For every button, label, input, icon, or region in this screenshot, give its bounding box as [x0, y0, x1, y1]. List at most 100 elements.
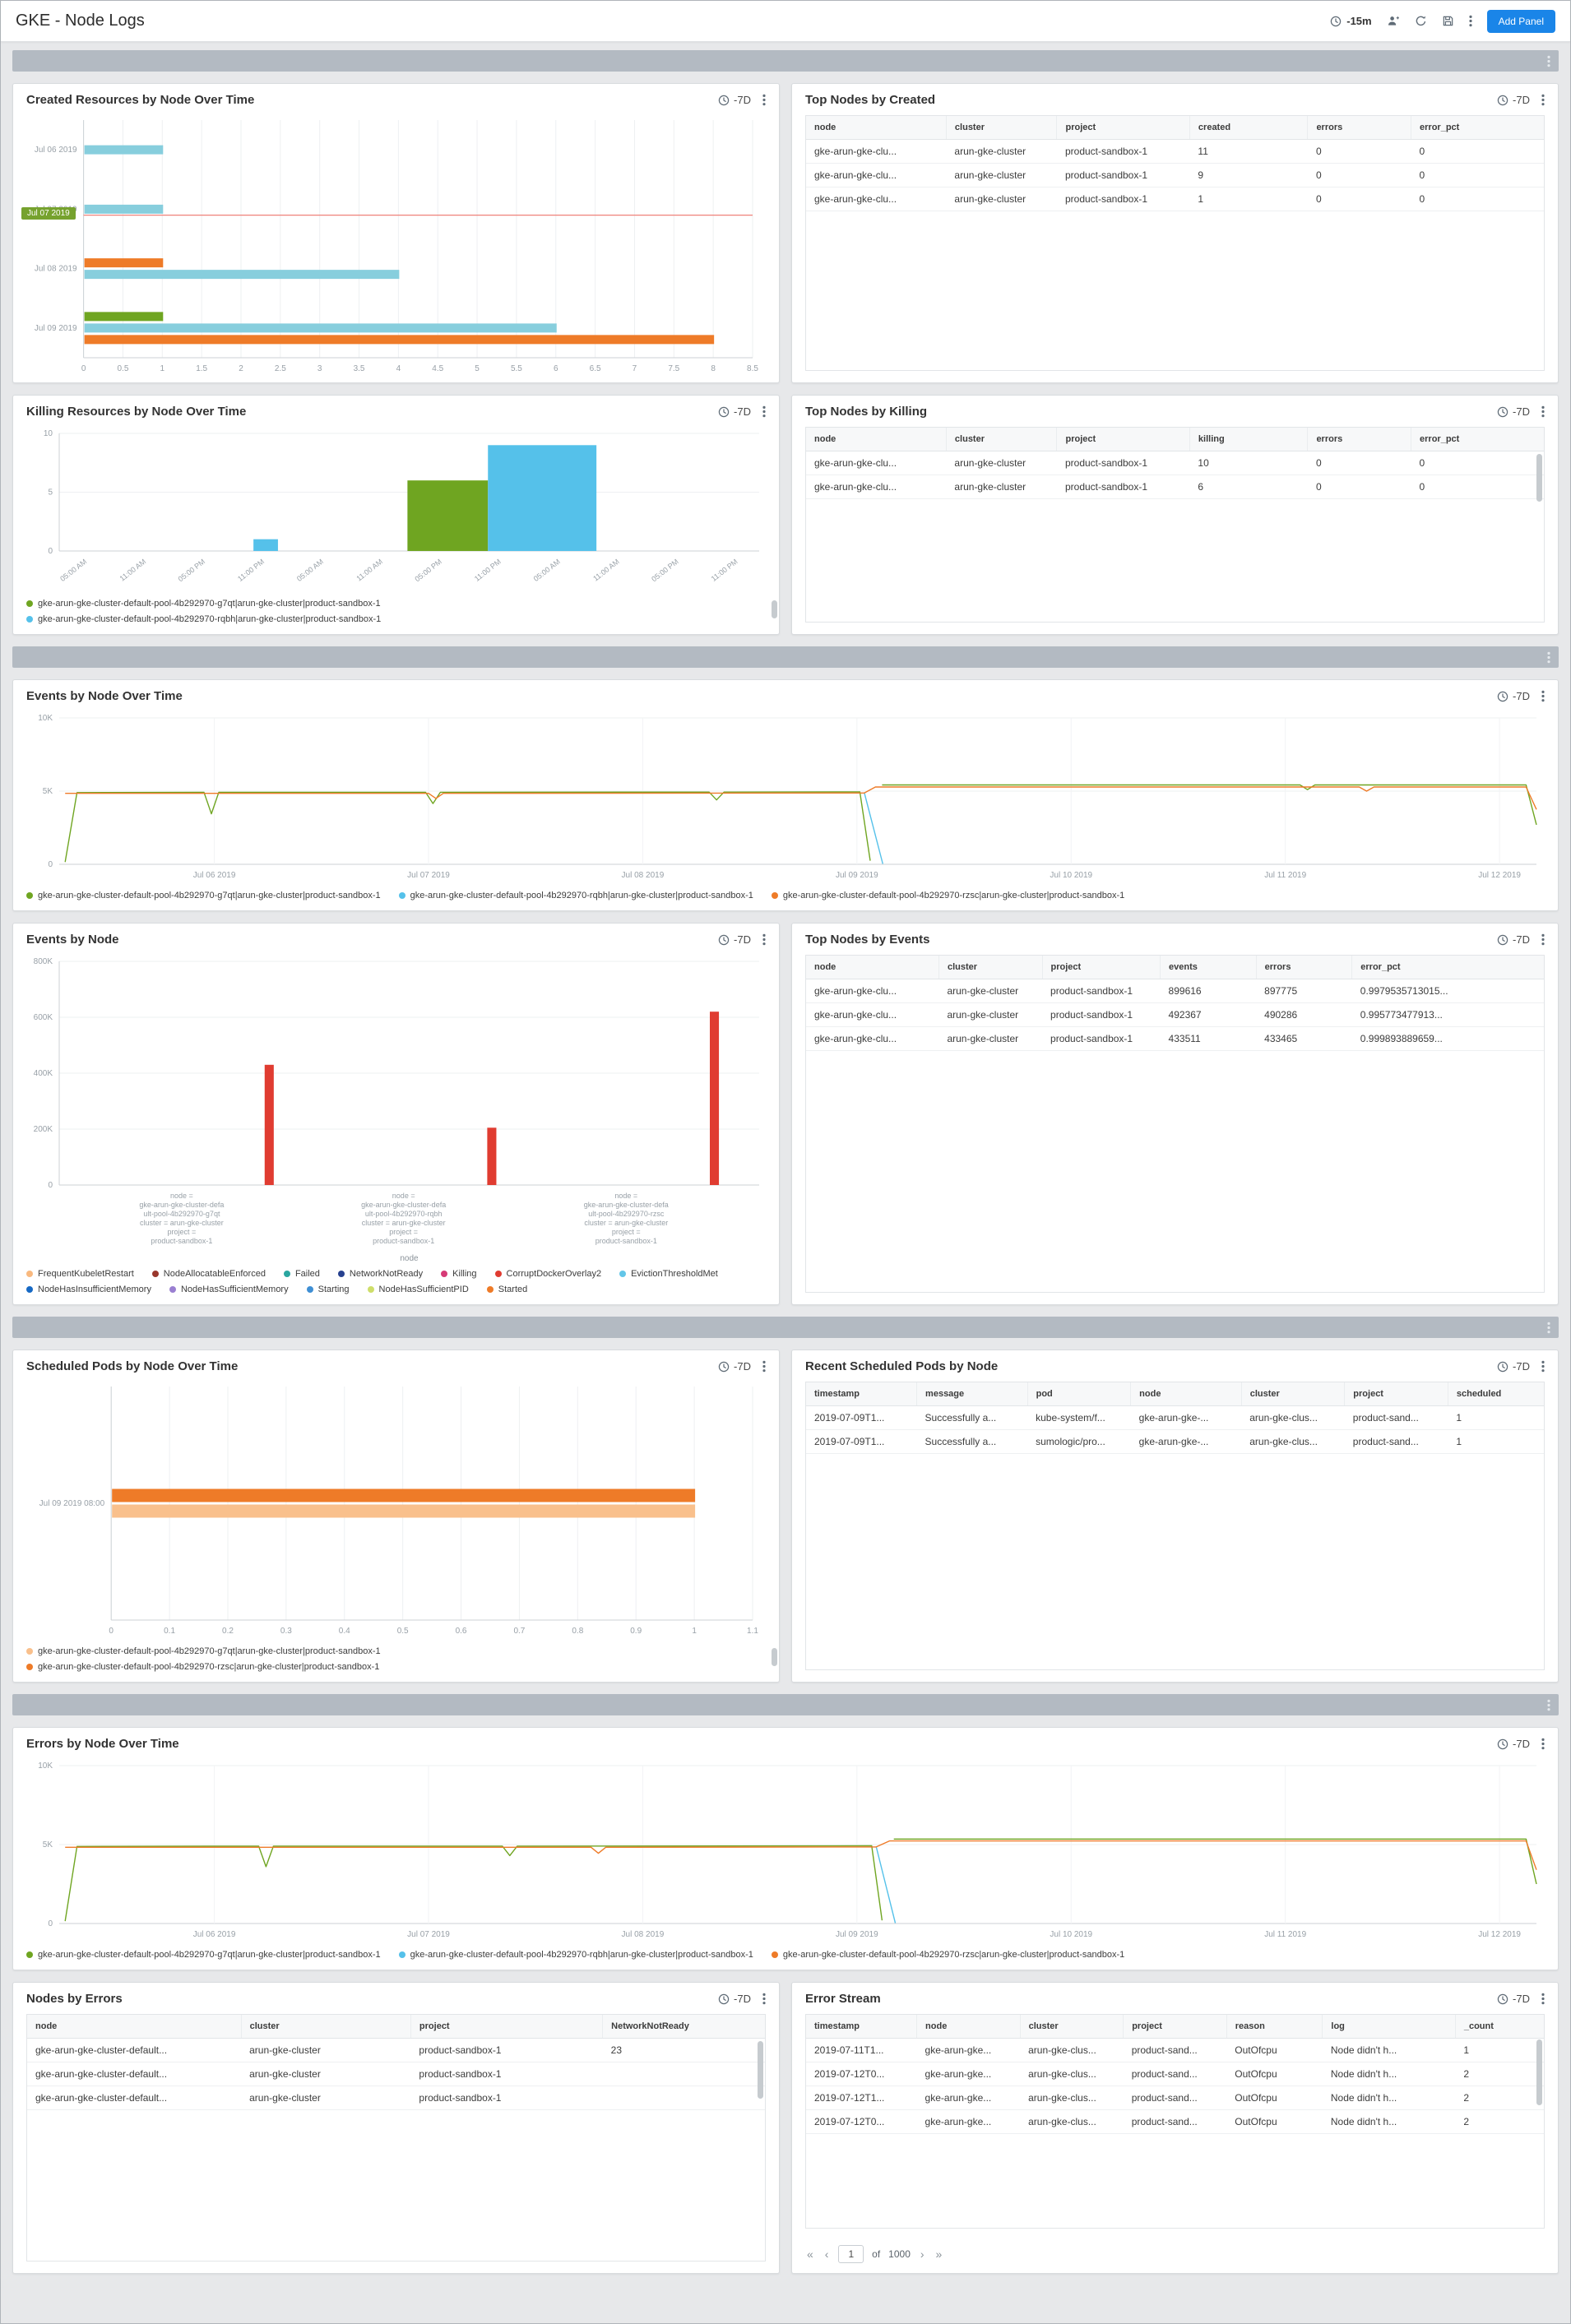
- column-header[interactable]: node: [916, 2015, 1021, 2039]
- table-row[interactable]: gke-arun-gke-clu... arun-gke-cluster produ…: [806, 1002, 1544, 1027]
- time-range-control[interactable]: -15m: [1330, 15, 1372, 27]
- panel-menu-icon[interactable]: [1541, 1738, 1545, 1750]
- header-menu-icon[interactable]: [1469, 15, 1472, 27]
- column-header[interactable]: node: [806, 428, 947, 451]
- table-row[interactable]: 2019-07-09T1... Successfully a... kube-sys…: [806, 1405, 1544, 1430]
- panel-time-range[interactable]: -7D: [1513, 1738, 1530, 1750]
- panel-time-range[interactable]: -7D: [1513, 933, 1530, 946]
- panel-menu-icon[interactable]: [1541, 94, 1545, 106]
- scrollbar[interactable]: [772, 600, 777, 618]
- column-header[interactable]: node: [806, 956, 939, 979]
- column-header[interactable]: errors: [1307, 428, 1412, 451]
- column-header[interactable]: error_pct: [1411, 116, 1544, 140]
- legend-item[interactable]: gke-arun-gke-cluster-default-pool-4b2929…: [771, 891, 1124, 900]
- column-header[interactable]: timestamp: [806, 1382, 918, 1406]
- add-panel-button[interactable]: Add Panel: [1486, 9, 1555, 33]
- column-header[interactable]: created: [1189, 116, 1309, 140]
- panel-menu-icon[interactable]: [762, 1360, 766, 1373]
- events-by-node-chart[interactable]: 0 200K 400K 600K 800K node = gke-arun-gke-clus…: [20, 953, 772, 1264]
- table-row[interactable]: 2019-07-12T1... gke-arun-gke... arun-gke-c…: [806, 2086, 1544, 2110]
- table-row[interactable]: 2019-07-12T0... gke-arun-gke... arun-gke-c…: [806, 2109, 1544, 2134]
- table-row[interactable]: 2019-07-12T0... gke-arun-gke... arun-gke-c…: [806, 2062, 1544, 2086]
- scrollbar[interactable]: [1536, 454, 1542, 502]
- errors-over-time-chart[interactable]: 0 5K 10K Jul 06 2019 Jul 07 2019 Jul 08 2019 J…: [20, 1757, 1551, 1945]
- column-header[interactable]: cluster: [946, 428, 1058, 451]
- pagination-first-button[interactable]: «: [807, 2248, 813, 2261]
- column-header[interactable]: cluster: [241, 2015, 411, 2039]
- panel-time-range[interactable]: -7D: [734, 1993, 751, 2005]
- panel-menu-icon[interactable]: [1541, 1993, 1545, 2005]
- column-header[interactable]: project: [1123, 2015, 1227, 2039]
- table-row[interactable]: 2019-07-11T1... gke-arun-gke... arun-gke-c…: [806, 2038, 1544, 2062]
- column-header[interactable]: project: [410, 2015, 604, 2039]
- scheduled-pods-chart[interactable]: 0 0.1 0.2 0.3 0.4 0.5 0.6 0.7 0.8 0.9 1 1.1 Jul 09 2…: [20, 1380, 772, 1641]
- legend-item[interactable]: gke-arun-gke-cluster-default-pool-4b2929…: [26, 1950, 381, 1960]
- pagination-last-button[interactable]: »: [935, 2248, 943, 2261]
- column-header[interactable]: project: [1056, 428, 1190, 451]
- legend-item[interactable]: FrequentKubeletRestart: [26, 1269, 134, 1279]
- column-header[interactable]: cluster: [938, 956, 1043, 979]
- scrollbar[interactable]: [758, 2041, 763, 2099]
- panel-time-range[interactable]: -7D: [734, 405, 751, 418]
- killing-resources-chart[interactable]: 0 5 10 05:00 AM 11:00 AM 05:00 PM 11:00 PM 05:0…: [20, 425, 772, 594]
- column-header[interactable]: node: [27, 2015, 242, 2039]
- column-header[interactable]: project: [1056, 116, 1190, 140]
- legend-item[interactable]: EvictionThresholdMet: [619, 1269, 718, 1279]
- legend-item[interactable]: Killing: [441, 1269, 477, 1279]
- legend-item[interactable]: gke-arun-gke-cluster-default-pool-4b2929…: [771, 1950, 1124, 1960]
- column-header[interactable]: scheduled: [1448, 1382, 1544, 1406]
- panel-menu-icon[interactable]: [1541, 405, 1545, 418]
- pagination-page-input[interactable]: 1: [838, 2245, 864, 2263]
- pagination-next-button[interactable]: ›: [920, 2248, 925, 2261]
- panel-menu-icon[interactable]: [762, 933, 766, 946]
- legend-item[interactable]: NodeAllocatableEnforced: [151, 1269, 266, 1279]
- panel-menu-icon[interactable]: [1541, 933, 1545, 946]
- legend-item[interactable]: gke-arun-gke-cluster-default-pool-4b2929…: [26, 1646, 766, 1656]
- table-row[interactable]: gke-arun-gke-cluster-default... arun-gke-…: [27, 2038, 765, 2062]
- save-icon[interactable]: [1442, 15, 1454, 27]
- column-header[interactable]: _count: [1455, 2015, 1544, 2039]
- panel-menu-icon[interactable]: [762, 94, 766, 106]
- table-row[interactable]: gke-arun-gke-clu... arun-gke-cluster produ…: [806, 187, 1544, 211]
- refresh-icon[interactable]: [1415, 15, 1427, 27]
- divider-menu-icon[interactable]: [1547, 55, 1550, 67]
- column-header[interactable]: pod: [1027, 1382, 1132, 1406]
- panel-time-range[interactable]: -7D: [1513, 405, 1530, 418]
- pagination-prev-button[interactable]: ‹: [824, 2248, 829, 2261]
- table-row[interactable]: gke-arun-gke-clu... arun-gke-cluster produ…: [806, 1026, 1544, 1051]
- events-over-time-chart[interactable]: 0 5K 10K Jul 06 2019 Jul 07 2019 Jul 08 2019 J…: [20, 710, 1551, 886]
- scrollbar[interactable]: [1536, 2039, 1542, 2105]
- column-header[interactable]: NetworkNotReady: [602, 2015, 765, 2039]
- table-row[interactable]: gke-arun-gke-clu... arun-gke-cluster produ…: [806, 139, 1544, 164]
- table-row[interactable]: gke-arun-gke-clu... arun-gke-cluster produ…: [806, 451, 1544, 475]
- table-row[interactable]: gke-arun-gke-clu... arun-gke-cluster produ…: [806, 979, 1544, 1003]
- legend-item[interactable]: Starting: [306, 1285, 350, 1294]
- legend-item[interactable]: gke-arun-gke-cluster-default-pool-4b2929…: [398, 891, 753, 900]
- legend-item[interactable]: gke-arun-gke-cluster-default-pool-4b2929…: [26, 599, 766, 609]
- column-header[interactable]: cluster: [946, 116, 1058, 140]
- section-divider[interactable]: [12, 50, 1559, 72]
- column-header[interactable]: killing: [1189, 428, 1309, 451]
- legend-item[interactable]: gke-arun-gke-cluster-default-pool-4b2929…: [26, 891, 381, 900]
- panel-menu-icon[interactable]: [1541, 690, 1545, 702]
- column-header[interactable]: error_pct: [1351, 956, 1544, 979]
- divider-menu-icon[interactable]: [1547, 651, 1550, 664]
- panel-time-range[interactable]: -7D: [1513, 94, 1530, 106]
- panel-time-range[interactable]: -7D: [734, 1360, 751, 1373]
- column-header[interactable]: timestamp: [806, 2015, 918, 2039]
- table-row[interactable]: gke-arun-gke-cluster-default... arun-gke-…: [27, 2086, 765, 2110]
- legend-item[interactable]: Started: [486, 1285, 527, 1294]
- legend-item[interactable]: NodeHasSufficientMemory: [169, 1285, 289, 1294]
- table-row[interactable]: gke-arun-gke-clu... arun-gke-cluster produ…: [806, 475, 1544, 499]
- column-header[interactable]: node: [806, 116, 947, 140]
- panel-time-range[interactable]: -7D: [734, 94, 751, 106]
- column-header[interactable]: errors: [1256, 956, 1353, 979]
- table-row[interactable]: 2019-07-09T1... Successfully a... sumologi…: [806, 1429, 1544, 1454]
- column-header[interactable]: project: [1344, 1382, 1448, 1406]
- panel-time-range[interactable]: -7D: [1513, 1360, 1530, 1373]
- table-row[interactable]: gke-arun-gke-clu... arun-gke-cluster produ…: [806, 163, 1544, 187]
- created-resources-chart[interactable]: 0 0.5 1 1.5 2 2.5 3 3.5 4 4.5 5 5.5 6 6.5 7 7.5 8 8.5 Jul …: [20, 113, 772, 379]
- divider-menu-icon[interactable]: [1547, 1699, 1550, 1711]
- column-header[interactable]: message: [916, 1382, 1028, 1406]
- legend-item[interactable]: gke-arun-gke-cluster-default-pool-4b2929…: [26, 1662, 766, 1672]
